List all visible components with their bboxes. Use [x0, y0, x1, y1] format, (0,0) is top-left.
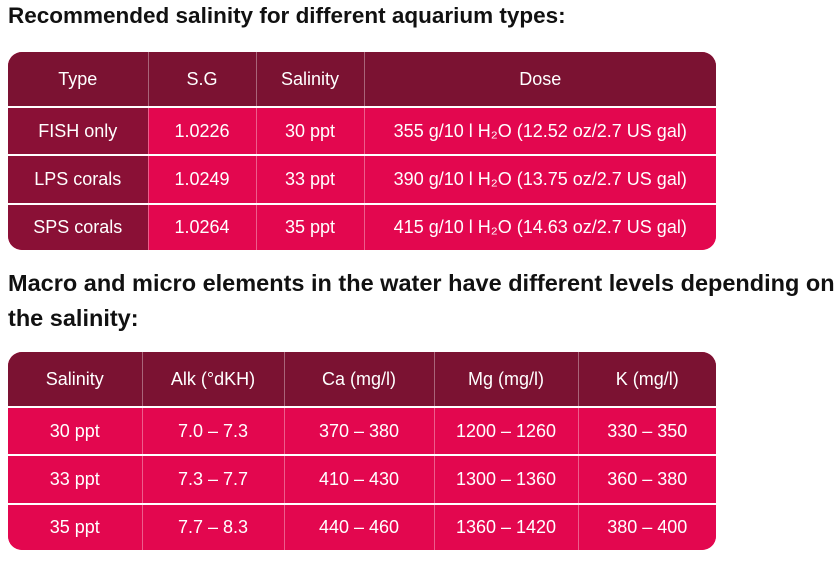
cell: 7.0 – 7.3 [141, 405, 284, 456]
header-cell: Type [8, 52, 148, 107]
cell: FISH only [8, 105, 148, 156]
cell: 1360 – 1420 [433, 502, 578, 550]
row: LPS corals 1.0249 33 ppt 390 g/10 l H₂O (13… [8, 154, 716, 204]
elements-table: Salinity Alk (°dKH) Ca (mg/l) Mg (mg/l) K (m… [8, 352, 716, 550]
cell: 30 ppt [255, 105, 364, 156]
cell: 30 ppt [8, 405, 142, 456]
header-row: Salinity Alk (°dKH) Ca (mg/l) Mg (mg/l) K (m… [8, 352, 716, 407]
row: 33 ppt 7.3 – 7.7 410 – 430 1300 – 1360 360 –… [8, 454, 716, 504]
table: Salinity Alk (°dKH) Ca (mg/l) Mg (mg/l) K (m… [8, 352, 716, 550]
cell: 1200 – 1260 [433, 405, 578, 456]
cell: 355 g/10 l H₂O (12.52 oz/2.7 US gal) [363, 105, 716, 156]
row: 35 ppt 7.7 – 8.3 440 – 460 1360 – 1420 380 –… [8, 502, 716, 550]
cell: 1.0264 [147, 202, 256, 250]
heading: Macro and micro elements in the water ha… [8, 270, 835, 331]
cell: 1.0226 [147, 105, 256, 156]
heading: Recommended salinity for different aquar… [8, 3, 566, 28]
header-cell: Ca (mg/l) [283, 352, 434, 407]
cell: 33 ppt [8, 454, 142, 504]
cell: 360 – 380 [577, 454, 716, 504]
header-cell: S.G [147, 52, 256, 107]
cell: 7.7 – 8.3 [141, 502, 284, 550]
cell: 440 – 460 [283, 502, 434, 550]
row: FISH only 1.0226 30 ppt 355 g/10 l H₂O (12.… [8, 105, 716, 156]
cell: 1300 – 1360 [433, 454, 578, 504]
header-cell: K (mg/l) [577, 352, 716, 407]
header-row: Type S.G Salinity Dose [8, 52, 716, 107]
cell: 33 ppt [255, 154, 364, 204]
header-cell: Salinity [8, 352, 142, 407]
salinity-table: Type S.G Salinity Dose FISH only 1.0226 30 pp… [8, 52, 716, 250]
header-cell: Alk (°dKH) [141, 352, 284, 407]
cell: 390 g/10 l H₂O (13.75 oz/2.7 US gal) [363, 154, 716, 204]
cell: 35 ppt [8, 502, 142, 550]
row: 30 ppt 7.0 – 7.3 370 – 380 1200 – 1260 330 –… [8, 405, 716, 456]
cell: 380 – 400 [577, 502, 716, 550]
cell: 415 g/10 l H₂O (14.63 oz/2.7 US gal) [363, 202, 716, 250]
cell: 7.3 – 7.7 [141, 454, 284, 504]
header-cell: Salinity [255, 52, 364, 107]
cell: SPS corals [8, 202, 148, 250]
cell: LPS corals [8, 154, 148, 204]
cell: 35 ppt [255, 202, 364, 250]
cell: 410 – 430 [283, 454, 434, 504]
header-cell: Dose [363, 52, 716, 107]
table: Type S.G Salinity Dose FISH only 1.0226 30 pp… [8, 52, 716, 250]
row: SPS corals 1.0264 35 ppt 415 g/10 l H₂O (14… [8, 202, 716, 250]
header-cell: Mg (mg/l) [433, 352, 578, 407]
cell: 1.0249 [147, 154, 256, 204]
cell: 330 – 350 [577, 405, 716, 456]
cell: 370 – 380 [283, 405, 434, 456]
